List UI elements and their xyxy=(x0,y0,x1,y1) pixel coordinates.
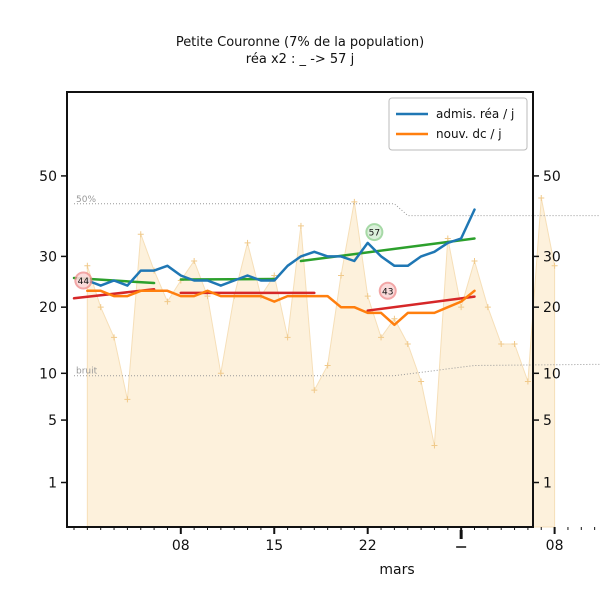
daily-marker xyxy=(431,442,438,449)
daily-marker xyxy=(191,258,198,265)
daily-marker xyxy=(444,235,451,242)
x-tick-label-4: 08 xyxy=(546,538,564,554)
series-line-0 xyxy=(86,208,476,287)
y-tick-label-left-2: 10 xyxy=(39,366,57,382)
ref-label-0: 50% xyxy=(76,195,96,205)
daily-marker xyxy=(524,378,531,385)
annotation-label-2: 43 xyxy=(382,287,393,297)
daily-marker xyxy=(164,298,171,305)
y-tick-label-left-0: 1 xyxy=(48,476,57,492)
daily-marker xyxy=(484,304,491,311)
ref-line-0 xyxy=(74,203,600,217)
y-tick-label-right-2: 10 xyxy=(543,366,561,382)
daily-marker xyxy=(97,304,104,311)
y-tick-label-left-5: 50 xyxy=(39,169,57,185)
daily-marker xyxy=(404,341,411,348)
daily-marker xyxy=(284,334,291,341)
y-tick-label-right-5: 50 xyxy=(543,169,561,185)
daily-area xyxy=(86,197,556,528)
daily-marker xyxy=(538,195,545,202)
x-tick-label-0: 08 xyxy=(172,538,190,554)
trend-line-5 xyxy=(366,295,476,312)
legend-label-admis: admis. réa / j xyxy=(436,107,514,121)
plot-frame xyxy=(66,91,534,528)
daily-marker xyxy=(391,315,398,322)
legend-label-deces: nouv. dc / j xyxy=(436,127,502,141)
legend: admis. réa / j nouv. dc / j xyxy=(388,97,528,151)
annotation-inner-1 xyxy=(367,225,382,240)
daily-marker xyxy=(378,334,385,341)
chart-title: Petite Couronne (7% de la population) xyxy=(176,35,424,50)
daily-marker xyxy=(551,262,558,269)
ref-line-1 xyxy=(74,363,600,377)
series-line-1 xyxy=(86,289,476,327)
y-tick-label-right-0: 1 xyxy=(543,476,552,492)
daily-marker xyxy=(418,378,425,385)
daily-marker xyxy=(311,387,318,394)
y-tick-label-left-1: 5 xyxy=(48,413,57,429)
annotation-inner-2 xyxy=(380,283,395,298)
daily-marker xyxy=(137,231,144,238)
annotation-inner-0 xyxy=(76,273,91,288)
annotations: 44 57 43 xyxy=(74,223,397,300)
daily-marker xyxy=(324,362,331,369)
annotation-label-0: 44 xyxy=(78,277,90,287)
daily-marker xyxy=(338,272,344,279)
reference-lines: 50% bruit xyxy=(74,195,600,377)
daily-marker xyxy=(271,272,278,279)
daily-marker xyxy=(458,304,465,311)
daily-marker xyxy=(498,341,505,348)
daily-marker xyxy=(364,293,371,300)
annotation-label-1: 57 xyxy=(369,229,380,239)
y-tick-label-right-3: 20 xyxy=(543,300,561,316)
daily-marker xyxy=(511,341,518,348)
ref-label-1: bruit xyxy=(76,367,98,377)
daily-marker xyxy=(217,370,224,377)
x-month-label: mars xyxy=(379,562,414,578)
daily-marker xyxy=(471,258,478,265)
y-tick-label-left-4: 30 xyxy=(39,249,57,265)
daily-marker xyxy=(111,334,118,341)
x-tick-label-2: 22 xyxy=(359,538,377,554)
chart-subtitle: réa x2 : _ -> 57 j xyxy=(246,52,354,67)
daily-marker xyxy=(244,239,251,246)
y-tick-label-left-3: 20 xyxy=(39,300,57,316)
x-tick-label-1: 15 xyxy=(265,538,283,554)
daily-marker xyxy=(84,262,91,269)
daily-marker xyxy=(297,222,304,229)
daily-marker xyxy=(124,396,131,403)
daily-values-area xyxy=(84,195,558,528)
daily-marker xyxy=(351,198,358,205)
y-tick-label-right-4: 30 xyxy=(543,249,561,265)
y-tick-label-right-1: 5 xyxy=(543,413,552,429)
legend-box xyxy=(388,97,528,151)
